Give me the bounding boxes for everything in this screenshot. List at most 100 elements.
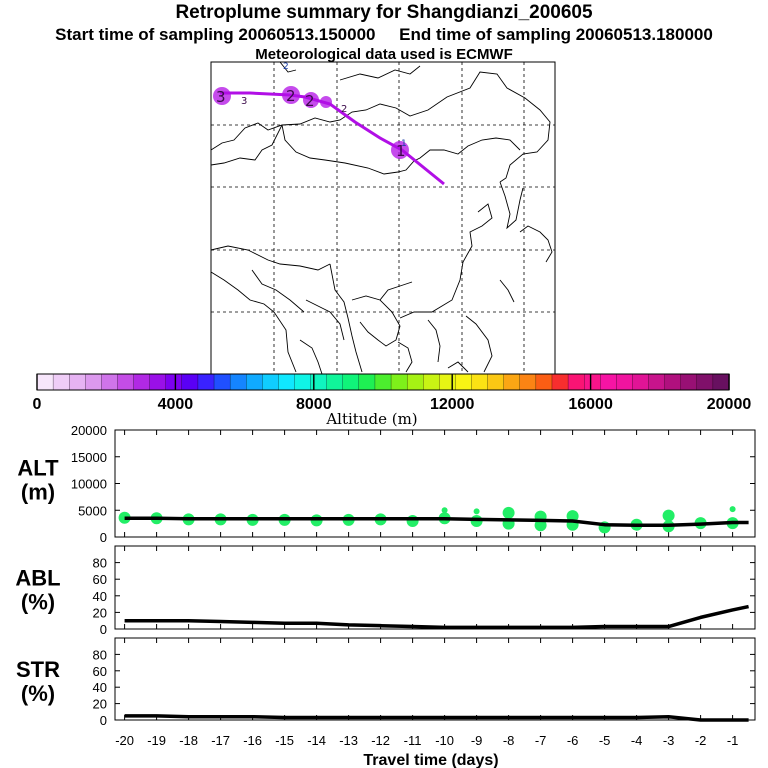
x-tick-label: -18	[179, 733, 198, 748]
colorbar-tick-label: 0	[33, 396, 42, 413]
plume-label: 3	[241, 96, 247, 107]
trajectory: 1 2 3 3 2 2 2 1	[213, 62, 445, 186]
colorbar-swatch	[390, 373, 408, 391]
map-grid	[211, 62, 555, 374]
x-tick-label: -1	[727, 733, 739, 748]
colorbar-swatch	[326, 373, 344, 391]
y-tick-label: 20	[93, 605, 107, 620]
colorbar-swatch	[551, 373, 569, 391]
y-tick-label: 80	[93, 556, 107, 571]
plume-label: 1	[396, 142, 406, 160]
plume-label: 2	[286, 87, 296, 105]
x-tick-label: -4	[631, 733, 643, 748]
colorbar-swatch	[535, 373, 553, 391]
panel-frame	[114, 545, 756, 630]
plume-point	[391, 141, 409, 159]
x-tick-label: -20	[115, 733, 134, 748]
colorbar-swatch	[342, 373, 360, 391]
plume-label: 1	[401, 139, 407, 149]
colorbar-swatch	[358, 373, 376, 391]
colorbar-swatch	[149, 373, 167, 391]
colorbar-swatch	[294, 373, 312, 391]
colorbar-swatch	[632, 373, 650, 391]
altitude-point	[473, 508, 480, 515]
colorbar-tick-label: 20000	[707, 396, 752, 413]
colorbar-swatch	[584, 373, 601, 391]
altitude-point	[729, 506, 736, 513]
y-tick-label: 40	[93, 680, 107, 695]
colorbar-swatch	[278, 373, 296, 391]
plume-label: 2	[341, 104, 347, 115]
colorbar-swatch	[165, 373, 183, 391]
altitude-point	[502, 506, 515, 519]
x-tick-label: -19	[147, 733, 166, 748]
colorbar-swatch	[616, 373, 634, 391]
y-tick-label: 60	[93, 664, 107, 679]
y-tick-label: 20000	[71, 423, 107, 438]
y-axis-label: (m)	[21, 480, 55, 505]
colorbar-swatch	[197, 373, 215, 391]
panel-frame	[114, 637, 756, 721]
y-tick-label: 10000	[71, 477, 107, 492]
map-panel: 1 2 3 3 2 2 2 1	[210, 61, 556, 375]
colorbar-swatch	[696, 373, 714, 391]
colorbar-swatch	[213, 373, 231, 391]
colorbar-label: Altitude (m)	[325, 410, 417, 428]
altitude-point	[441, 507, 448, 514]
colorbar-swatch	[680, 373, 698, 391]
colorbar-tick-label: 16000	[568, 396, 613, 413]
colorbar-swatch	[246, 373, 263, 391]
x-tick-label: -12	[371, 733, 390, 748]
time-series-panels: 05000100001500020000ALT(m)020406080ABL(%…	[15, 423, 756, 768]
x-tick-label: -11	[404, 733, 422, 748]
altitude-point	[662, 509, 675, 522]
chart-title: Retroplume summary for Shangdianzi_20060…	[175, 2, 593, 23]
plume-label: 3	[216, 88, 226, 106]
x-tick-label: -16	[243, 733, 262, 748]
x-tick-label: -15	[275, 733, 294, 748]
plume-label: 2	[283, 62, 289, 72]
x-tick-label: -7	[535, 733, 547, 748]
x-tick-label: -10	[435, 733, 454, 748]
sampling-times: Start time of sampling 20060513.150000 E…	[55, 25, 713, 44]
x-tick-label: -6	[567, 733, 579, 748]
x-axis: -20 -19 -18 -17 -16 -15 -14 -13 -12 -11 -10 -9 -8 -7 -…	[115, 733, 738, 768]
x-tick-label: -3	[663, 733, 675, 748]
colorbar-swatch	[117, 373, 135, 391]
colorbar-swatch	[439, 373, 457, 391]
y-axis-label: (%)	[21, 590, 55, 615]
y-tick-label: 80	[93, 647, 107, 662]
y-axis-label: ALT	[17, 456, 59, 481]
colorbar-swatch	[101, 373, 119, 391]
x-tick-label: -2	[695, 733, 707, 748]
colorbar-swatch	[406, 373, 424, 391]
colorbar-swatch	[471, 373, 489, 391]
y-tick-label: 15000	[71, 450, 107, 465]
colorbar-swatch	[262, 373, 280, 391]
plume-label: 2	[305, 92, 315, 110]
colorbar-swatch	[487, 373, 505, 391]
colorbar-swatch	[133, 373, 151, 391]
x-tick-label: -8	[503, 733, 515, 748]
y-tick-label: 20	[93, 697, 107, 712]
y-axis-label: ABL	[15, 566, 60, 591]
colorbar-swatch	[423, 373, 440, 391]
colorbar-swatch	[229, 373, 247, 391]
colorbar-swatch	[181, 373, 199, 391]
colorbar-swatch	[600, 373, 617, 391]
x-tick-label: -14	[307, 733, 326, 748]
met-data-line: Meteorological data used is ECMWF	[255, 46, 513, 63]
panel-frame	[114, 429, 756, 538]
altitude-point	[406, 514, 419, 527]
y-tick-label: 0	[100, 713, 107, 728]
x-tick-label: -9	[471, 733, 483, 748]
colorbar-swatch	[310, 373, 328, 391]
colorbar-swatch	[85, 373, 103, 391]
y-tick-label: 0	[100, 622, 107, 637]
colorbar-swatch	[374, 373, 392, 391]
plume-point	[213, 87, 231, 105]
y-axis-label: (%)	[21, 681, 55, 706]
